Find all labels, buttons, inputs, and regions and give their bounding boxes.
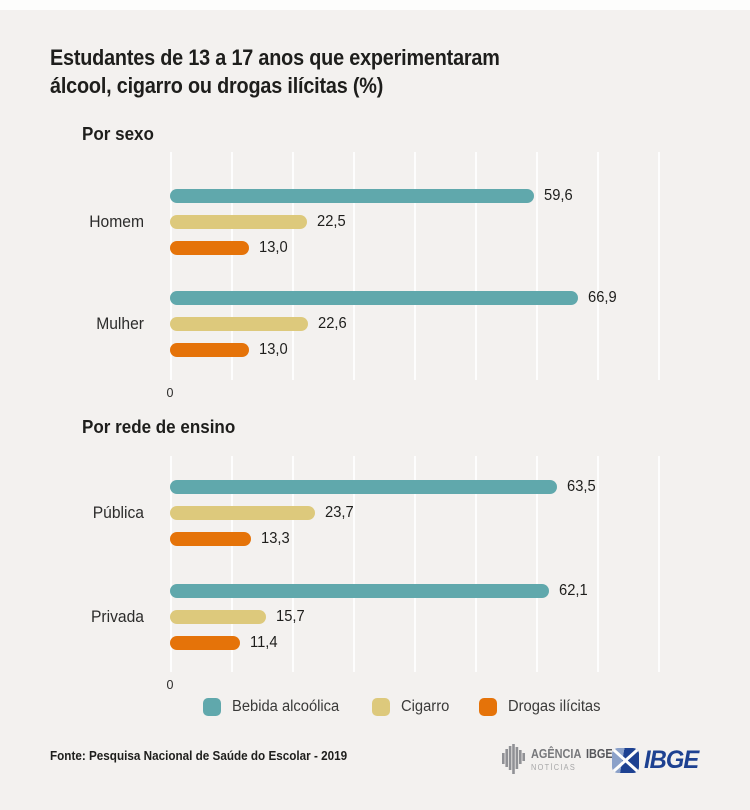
- gridline: [414, 152, 416, 380]
- legend-item: Cigarro: [371, 698, 452, 716]
- gridline: [597, 456, 599, 672]
- bar-value-label: 22,6: [317, 315, 347, 332]
- axis-zero-label: 0: [166, 386, 174, 400]
- bar-cigarro: [170, 610, 266, 624]
- category-label: Privada: [90, 607, 144, 626]
- legend-item: Drogas ilícitas: [478, 698, 605, 716]
- gridline: [536, 456, 538, 672]
- chart-legend: Bebida alcoólica Cigarro Drogas ilícitas: [203, 697, 605, 717]
- gridline: [414, 456, 416, 672]
- bar-bebida-alcoolica: [170, 480, 558, 494]
- ibge-symbol-icon: [612, 747, 639, 773]
- chart-title: Estudantes de 13 a 17 anos que experimen…: [50, 44, 554, 100]
- category-label: Homem: [89, 212, 144, 231]
- bar-row: 11,4: [170, 634, 680, 651]
- gridline: [658, 456, 660, 672]
- bar-group-privada: Privada 62,1 15,7 11,4: [91, 582, 680, 662]
- gridline: [475, 152, 477, 380]
- gridline: [231, 456, 233, 672]
- gridline: [658, 152, 660, 380]
- bar-value-label: 13,0: [259, 239, 288, 256]
- gridline: [292, 152, 294, 380]
- gridline: [170, 152, 172, 380]
- bar-row: 13,3: [170, 530, 680, 547]
- bar-drogas-ilicitas: [170, 241, 250, 255]
- legend-swatch-icon: [371, 698, 390, 716]
- bar-group-homem: Homem 59,6 22,5 13,0: [89, 187, 680, 267]
- plot-por-rede-de-ensino: Pública 63,5 23,7 13,3 Privada 62,1 15,7 11,4 0: [91, 456, 680, 692]
- bar-drogas-ilicitas: [170, 532, 252, 546]
- gridline: [597, 152, 599, 380]
- gridline: [231, 152, 233, 380]
- bar-row: 59,6: [170, 187, 680, 204]
- bar-drogas-ilicitas: [170, 343, 250, 357]
- bar-value-label: 15,7: [275, 608, 305, 625]
- bar-value-label: 22,5: [317, 213, 346, 230]
- chart-title-line2: álcool, cigarro ou drogas ilícitas (%): [50, 73, 384, 98]
- legend-swatch-icon: [478, 698, 497, 716]
- gridline: [292, 456, 294, 672]
- bar-row: 13,0: [170, 341, 680, 358]
- bar-value-label: 63,5: [567, 478, 596, 495]
- bar-row: 13,0: [170, 239, 680, 256]
- legend-swatch-icon: [203, 698, 221, 716]
- bar-value-label: 13,3: [261, 530, 290, 547]
- legend-label: Drogas ilícitas: [507, 698, 601, 715]
- plot-por-sexo: Homem 59,6 22,5 13,0 Mulher 66,9 22,6 13,0 0: [89, 152, 680, 400]
- bar-row: 22,6: [170, 315, 680, 332]
- gridline: [353, 456, 355, 672]
- bar-bebida-alcoolica: [170, 189, 534, 203]
- agencia-noticias-word: NOTÍCIAS: [531, 762, 577, 772]
- category-label: Mulher: [96, 314, 144, 333]
- bar-group-pública: Pública 63,5 23,7 13,3: [93, 478, 680, 558]
- bar-value-label: 13,0: [259, 341, 288, 358]
- bar-drogas-ilicitas: [170, 636, 240, 650]
- gridline: [170, 456, 172, 672]
- source-note: Fonte: Pesquisa Nacional de Saúde do Esc…: [50, 748, 348, 763]
- agencia-logo-text: AGÊNCIA IBGE NOTÍCIAS: [531, 747, 618, 772]
- section-title-por-sexo: Por sexo: [82, 123, 154, 144]
- axis-zero-label: 0: [166, 678, 174, 692]
- gridline: [536, 152, 538, 380]
- agencia-word: AGÊNCIA: [531, 745, 582, 761]
- bar-row: 23,7: [170, 504, 680, 521]
- bar-value-label: 66,9: [588, 289, 617, 306]
- bar-value-label: 59,6: [543, 187, 573, 204]
- bar-row: 22,5: [170, 213, 680, 230]
- bar-row: 62,1: [170, 582, 680, 599]
- section-title-por-rede-de-ensino: Por rede de ensino: [82, 416, 236, 437]
- bar-group-mulher: Mulher 66,9 22,6 13,0: [96, 289, 680, 369]
- bar-value-label: 11,4: [249, 634, 278, 651]
- bar-bebida-alcoolica: [170, 584, 549, 598]
- agencia-ibge-noticias-logo: AGÊNCIA IBGE NOTÍCIAS: [502, 744, 618, 774]
- bar-cigarro: [170, 506, 315, 520]
- bar-value-label: 23,7: [324, 504, 354, 521]
- bar-row: 15,7: [170, 608, 680, 625]
- chart-title-line1: Estudantes de 13 a 17 anos que experimen…: [50, 45, 500, 70]
- gridline: [353, 152, 355, 380]
- agencia-brazil-bars-icon: [502, 744, 525, 774]
- legend-item: Bebida alcoólica: [203, 698, 345, 716]
- gridline: [475, 456, 477, 672]
- ibge-logo: IBGE: [612, 747, 701, 773]
- category-label: Pública: [92, 503, 144, 522]
- legend-label: Cigarro: [400, 698, 450, 715]
- bar-row: 66,9: [170, 289, 680, 306]
- bar-value-label: 62,1: [558, 582, 588, 599]
- ibge-logo-wordmark: IBGE: [644, 746, 699, 774]
- bar-cigarro: [170, 215, 308, 229]
- top-white-strip: [0, 0, 750, 10]
- bar-row: 63,5: [170, 478, 680, 495]
- bar-bebida-alcoolica: [170, 291, 579, 305]
- legend-label: Bebida alcoólica: [232, 698, 340, 715]
- agencia-ibge-word: IBGE: [585, 745, 613, 761]
- bar-cigarro: [170, 317, 308, 331]
